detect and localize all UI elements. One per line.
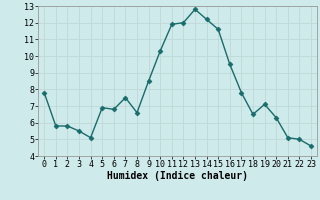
X-axis label: Humidex (Indice chaleur): Humidex (Indice chaleur) xyxy=(107,171,248,181)
